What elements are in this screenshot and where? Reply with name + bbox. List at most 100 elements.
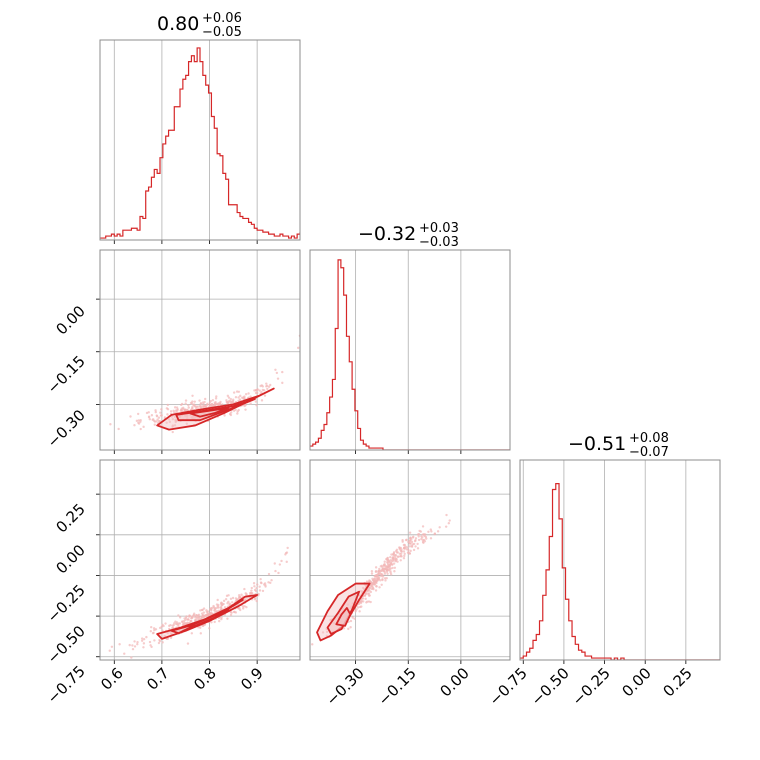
scatter-point — [311, 643, 314, 646]
scatter-point — [370, 572, 374, 575]
scatter-point — [234, 597, 238, 600]
scatter-point — [213, 607, 217, 610]
scatter-point — [160, 414, 163, 417]
scatter-point — [270, 579, 273, 582]
panel-hist-param-1 — [99, 39, 301, 244]
scatter-point — [173, 415, 176, 419]
scatter-point — [393, 570, 396, 573]
title-param-3-value: −0.51 — [568, 433, 626, 455]
scatter-point — [183, 617, 186, 620]
panel-content — [109, 334, 300, 434]
scatter-point — [400, 552, 403, 555]
scatter-point — [371, 587, 375, 590]
scatter-point — [405, 538, 408, 541]
scatter-point — [399, 559, 402, 562]
scatter-point — [254, 400, 258, 403]
scatter-point — [388, 568, 391, 571]
scatter-point — [228, 399, 231, 403]
scatter-point — [142, 425, 145, 429]
scatter-point — [178, 616, 182, 619]
scatter-point — [321, 631, 325, 634]
scatter-point — [157, 416, 161, 419]
scatter-point — [258, 589, 262, 592]
scatter-point — [416, 542, 419, 546]
scatter-point — [438, 526, 441, 529]
scatter-point — [227, 594, 230, 597]
scatter-point — [163, 634, 166, 638]
scatter-point — [389, 573, 393, 576]
scatter-point — [409, 542, 412, 545]
scatter-point — [249, 402, 252, 405]
scatter-point — [373, 579, 376, 582]
scatter-point — [256, 583, 259, 586]
scatter-point — [267, 572, 271, 576]
scatter-point — [362, 600, 365, 603]
scatter-point — [237, 390, 241, 394]
scatter-point — [392, 553, 395, 557]
scatter-point — [354, 609, 357, 613]
scatter-point — [275, 371, 279, 375]
panel-frame — [99, 39, 301, 241]
scatter-point — [396, 551, 399, 554]
scatter-point — [200, 612, 204, 615]
scatter-point — [160, 408, 163, 411]
scatter-point — [366, 592, 370, 595]
scatter-point — [204, 404, 208, 408]
scatter-point — [161, 641, 164, 644]
scatter-point — [166, 413, 169, 416]
scatter-point — [154, 409, 157, 412]
scatter-point — [412, 548, 416, 552]
scatter-point — [231, 601, 234, 604]
scatter-point — [231, 596, 235, 600]
scatter-point — [168, 627, 171, 631]
scatter-point — [374, 589, 378, 592]
panel-frame — [99, 249, 301, 451]
scatter-point — [169, 636, 173, 639]
scatter-point — [239, 394, 242, 398]
scatter-point — [430, 530, 433, 533]
scatter-point — [214, 397, 218, 400]
scatter-point — [433, 532, 436, 536]
histogram-step — [310, 259, 510, 450]
scatter-point — [217, 402, 220, 405]
scatter-point — [142, 642, 146, 645]
scatter-point — [133, 424, 136, 427]
scatter-point — [199, 609, 202, 612]
scatter-point — [153, 628, 156, 632]
scatter-point — [171, 430, 174, 434]
scatter-point — [217, 606, 220, 609]
scatter-point — [237, 597, 240, 601]
scatter-point — [269, 383, 272, 387]
scatter-point — [392, 551, 396, 554]
scatter-point — [265, 384, 269, 387]
scatter-point — [236, 412, 239, 415]
scatter-point — [386, 572, 389, 575]
scatter-point — [148, 640, 152, 644]
scatter-point — [179, 409, 182, 412]
scatter-point — [395, 548, 399, 552]
contour-level-3 — [189, 608, 230, 627]
scatter-point — [391, 557, 394, 560]
scatter-point — [387, 565, 390, 568]
scatter-point — [136, 640, 139, 644]
scatter-point — [402, 550, 406, 553]
scatter-point — [211, 606, 214, 609]
scatter-point — [147, 415, 151, 418]
scatter-point — [139, 420, 142, 423]
panel-content — [520, 483, 720, 660]
scatter-point — [260, 399, 264, 402]
scatter-point — [153, 423, 156, 426]
scatter-point — [203, 397, 207, 401]
scatter-point — [136, 643, 139, 646]
scatter-point — [108, 649, 111, 652]
scatter-point — [199, 626, 202, 629]
scatter-point — [167, 418, 171, 421]
scatter-point — [237, 396, 240, 399]
scatter-point — [414, 537, 418, 540]
scatter-point — [173, 406, 177, 409]
scatter-point — [185, 422, 188, 425]
scatter-point — [386, 561, 389, 564]
scatter-point — [273, 562, 276, 565]
scatter-point — [110, 645, 114, 649]
